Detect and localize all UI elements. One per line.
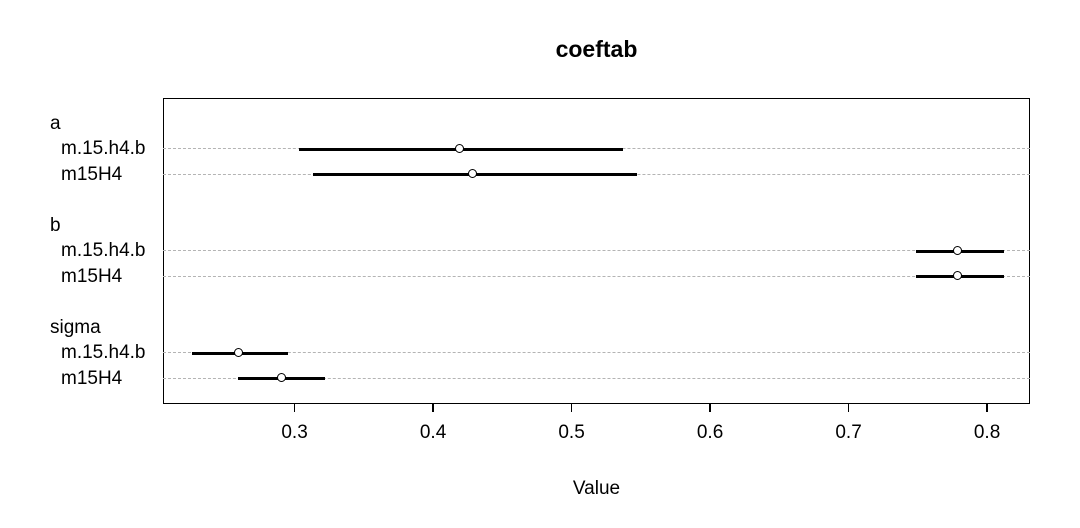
x-axis-tick [847, 404, 850, 412]
gridline [163, 352, 1030, 354]
group-label-sigma: sigma [50, 316, 101, 338]
row-label-a-1: m15H4 [61, 163, 123, 185]
x-axis-tick [986, 404, 988, 412]
y-axis-labels: a m.15.h4.b m15H4 b m.15.h4.b m15H4 sigma m.15.… [0, 98, 163, 404]
gridline [163, 275, 1030, 277]
mean-point [276, 373, 286, 383]
x-axis-tick-label: 0.4 [419, 422, 447, 443]
mean-point [467, 169, 477, 179]
x-axis-label: Value [572, 478, 621, 499]
x-axis-tick-label: 0.6 [696, 422, 724, 443]
row-label-a-0: m.15.h4.b [61, 138, 146, 159]
row-label-sigma-0: m.15.h4.b [61, 342, 146, 363]
plot-area: 0.3 0.4 0.5 0.6 0.7 0.8 [163, 98, 1030, 443]
x-axis-tick-label: 0.3 [281, 422, 308, 443]
row-label-b-0: m.15.h4.b [61, 240, 146, 261]
mean-point [952, 245, 962, 255]
x-axis-tick [293, 404, 296, 412]
x-axis-tick [709, 404, 711, 412]
gridline [163, 377, 1030, 379]
x-axis-tick-label: 0.7 [835, 422, 862, 443]
x-axis-tick [432, 404, 434, 412]
gridline [163, 250, 1030, 252]
x-axis-tick [570, 404, 573, 412]
row-label-b-1: m15H4 [61, 265, 123, 287]
chart-title: coeftab [555, 36, 638, 62]
group-label-b: b [50, 214, 61, 236]
row-label-sigma-1: m15H4 [61, 367, 123, 389]
group-label-a: a [50, 112, 61, 134]
x-axis-tick-label: 0.5 [558, 422, 585, 443]
mean-point [233, 347, 243, 357]
mean-point [455, 143, 465, 153]
mean-point [952, 271, 962, 281]
x-axis-tick-label: 0.8 [973, 422, 1001, 443]
